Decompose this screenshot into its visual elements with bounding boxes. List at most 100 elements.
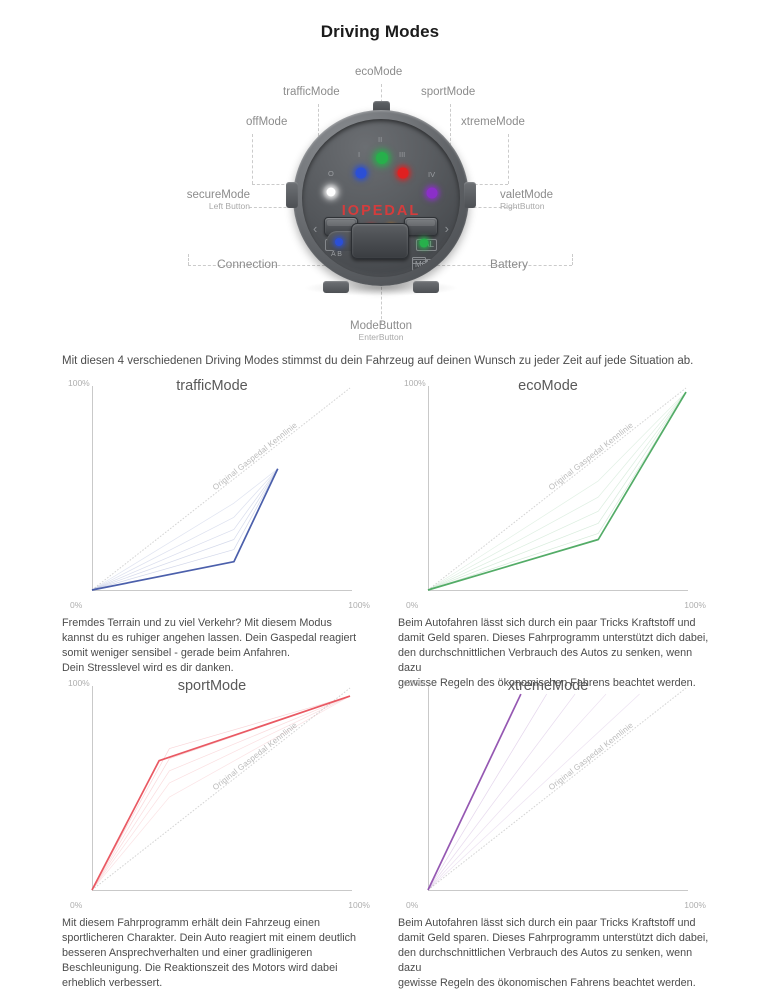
curve-active [427, 693, 522, 891]
leader-battery [432, 265, 572, 266]
curve-level-2 [91, 695, 351, 891]
axis-y-max-sport: 100% [68, 678, 90, 688]
reference-curve [427, 687, 687, 891]
iopedal-device[interactable]: O I II III IV IOPEDAL [286, 101, 476, 293]
label-battery: Battery [490, 257, 529, 271]
curve-active [91, 468, 279, 591]
leader-connection [188, 265, 330, 266]
plot-area-xtreme: Original Gaspedal Kennlinie [427, 686, 688, 891]
reference-curve [427, 387, 687, 591]
axis-x-max-eco: 100% [684, 600, 706, 610]
label-mode-button: ModeButton EnterButton [348, 320, 414, 343]
battery-icon [412, 257, 428, 264]
label-secure-mode-sub: Left Button [208, 201, 250, 212]
curve-level-4 [427, 391, 687, 591]
x-axis-sport [92, 889, 352, 891]
chart-cell-xtreme: xtremeMode 100% 100% 0% Original Gaspeda… [398, 678, 728, 989]
chevron-left-icon: ‹ [313, 221, 318, 236]
brand-logo: IOPEDAL [341, 203, 421, 219]
label-traffic-mode: trafficMode [283, 86, 340, 98]
plot-area-traffic: Original Gaspedal Kennlinie [91, 386, 352, 591]
curve-level-5 [91, 695, 351, 891]
chart-cell-eco: ecoMode 100% 100% 0% Original Gaspedal K… [398, 378, 728, 689]
curve-active [427, 391, 687, 591]
label-off-mode: offMode [246, 116, 288, 128]
mount-tab-right [464, 182, 476, 208]
sport-led-number: III [399, 150, 406, 159]
axis-x-max-xtreme: 100% [684, 900, 706, 910]
leader-connection-v [188, 254, 189, 265]
leader-valet [443, 207, 517, 208]
device-face: O I II III IV IOPEDAL [302, 119, 460, 277]
chart-description-xtreme: Beim Autofahren lässt sich durch ein paa… [398, 917, 709, 989]
chart-sport: sportMode 100% 100% 0% Original Gaspedal… [62, 678, 392, 910]
xtreme-led[interactable] [422, 183, 442, 203]
y-axis-traffic [92, 386, 94, 591]
y-axis-eco [428, 386, 430, 591]
curve-level-3 [91, 695, 351, 891]
device-diagram: ecoMode trafficMode sportMode offMode xt… [0, 58, 760, 348]
off-led[interactable] [322, 183, 340, 201]
label-xtreme-mode: xtremeMode [461, 116, 525, 128]
plot-svg-eco [427, 387, 687, 591]
traffic-led-number: I [358, 150, 361, 159]
leader-battery-v [572, 254, 573, 265]
leader-secure [249, 207, 321, 208]
axis-origin-sport: 0% [70, 900, 83, 910]
label-mode-button-sub: EnterButton [358, 332, 404, 343]
chart-eco: ecoMode 100% 100% 0% Original Gaspedal K… [398, 378, 728, 610]
intro-text: Mit diesen 4 verschiedenen Driving Modes… [62, 355, 694, 367]
reference-curve [91, 387, 351, 591]
curve-level-1 [91, 468, 278, 591]
y-axis-sport [92, 686, 94, 891]
axis-y-max-traffic: 100% [68, 378, 90, 388]
plot-svg-xtreme [427, 687, 687, 891]
chart-description-sport: Mit diesem Fahrprogramm erhält dein Fahr… [62, 917, 357, 989]
valet-button[interactable] [404, 217, 438, 236]
label-valet-mode-text: valetMode [500, 189, 554, 201]
chart-cell-traffic: trafficMode 100% 100% 0% Original Gasped… [62, 378, 392, 674]
page-title: Driving Modes [320, 22, 440, 41]
reference-curve [91, 687, 351, 891]
chart-traffic: trafficMode 100% 100% 0% Original Gasped… [62, 378, 392, 610]
traffic-led[interactable] [351, 163, 371, 183]
eco-led-core [376, 152, 388, 164]
plot-svg-sport [91, 687, 351, 891]
chart-description-eco: Beim Autofahren lässt sich durch ein paa… [398, 617, 709, 689]
sport-led[interactable] [393, 163, 413, 183]
x-axis-eco [428, 589, 688, 591]
leader-sport [450, 104, 451, 165]
label-valet-mode: valetMode RightButton [500, 189, 553, 212]
curve-level-3 [91, 468, 279, 591]
curve-level-4 [91, 468, 279, 591]
curve-level-1 [91, 695, 351, 891]
curve-level-2 [427, 693, 607, 891]
axis-origin-traffic: 0% [70, 600, 83, 610]
axis-y-max-xtreme: 100% [404, 678, 426, 688]
curve-level-4 [427, 693, 547, 891]
off-led-number: O [328, 169, 334, 178]
plot-svg-traffic [91, 387, 351, 591]
plot-area-eco: Original Gaspedal Kennlinie [427, 386, 688, 591]
axis-x-max-sport: 100% [348, 900, 370, 910]
x-axis-traffic [92, 589, 352, 591]
curve-level-2 [91, 468, 279, 591]
xtreme-led-core [426, 187, 438, 199]
mode-button[interactable] [351, 223, 409, 259]
curve-level-5 [427, 391, 687, 591]
mount-tab-bottom-left [323, 281, 349, 293]
connection-led [332, 235, 346, 249]
axis-origin-xtreme: 0% [406, 900, 419, 910]
chart-cell-sport: sportMode 100% 100% 0% Original Gaspedal… [62, 678, 392, 989]
label-mode-button-text: ModeButton [349, 320, 412, 332]
axis-origin-eco: 0% [406, 600, 419, 610]
ab-label: A B [331, 251, 342, 258]
mount-tab-left [286, 182, 298, 208]
curve-level-5 [91, 468, 279, 591]
curve-level-4 [91, 695, 351, 891]
eco-led-number: II [378, 135, 383, 144]
y-axis-xtreme [428, 686, 430, 891]
eco-led[interactable] [371, 147, 393, 169]
curve-level-3 [427, 693, 576, 891]
